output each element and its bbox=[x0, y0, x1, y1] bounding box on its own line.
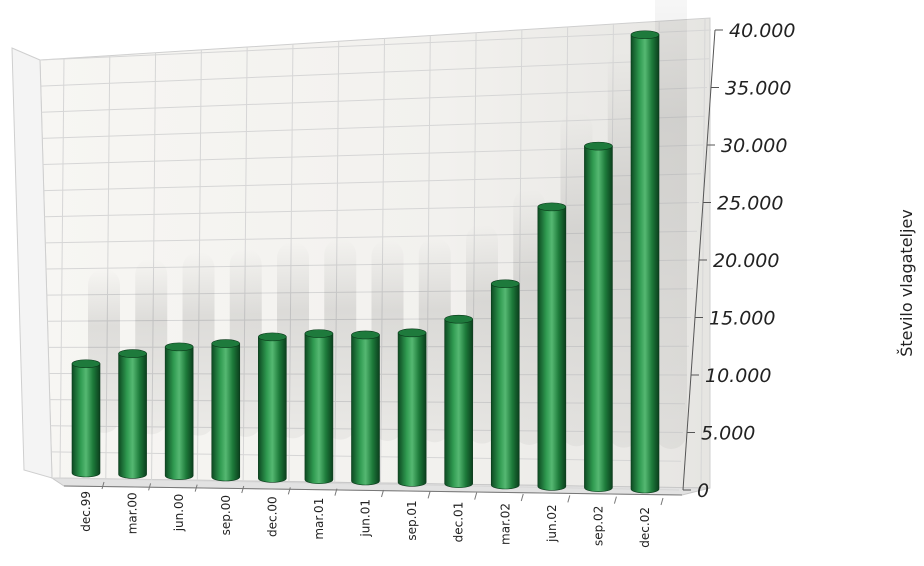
x-axis-line bbox=[63, 485, 683, 496]
gridline-h bbox=[39, 29, 712, 61]
y-tick-label: 10.000 bbox=[705, 365, 771, 387]
bar-top bbox=[351, 330, 380, 340]
bar bbox=[164, 342, 194, 480]
bar-body bbox=[630, 34, 660, 494]
x-tick-label: mar.00 bbox=[126, 492, 140, 534]
y-tick-label: 5.000 bbox=[701, 423, 755, 445]
bar-top bbox=[71, 359, 101, 369]
bar bbox=[71, 359, 101, 478]
x-tick-label: sep.01 bbox=[405, 500, 419, 540]
bar-shadow bbox=[418, 237, 451, 443]
x-tick-mark bbox=[241, 485, 245, 494]
bar bbox=[118, 349, 147, 479]
y-tick-label: 0 bbox=[697, 480, 709, 502]
x-tick-mark bbox=[613, 496, 617, 504]
x-tick-label: mar.02 bbox=[498, 503, 512, 545]
gridline-h bbox=[40, 58, 710, 87]
bar bbox=[490, 279, 520, 490]
bar-body bbox=[304, 333, 334, 484]
x-tick-mark bbox=[148, 483, 152, 491]
x-tick-mark bbox=[660, 497, 664, 506]
bar-body bbox=[584, 145, 613, 492]
bar bbox=[630, 30, 660, 494]
bar-body bbox=[537, 206, 567, 491]
bar-top bbox=[397, 328, 427, 338]
x-tick-label: sep.02 bbox=[591, 506, 605, 546]
x-tick-mark bbox=[287, 487, 291, 495]
bar-body bbox=[397, 332, 427, 487]
x-tick-mark bbox=[194, 484, 198, 492]
y-tick-label: 20.000 bbox=[713, 250, 779, 272]
x-tick-label: mar.01 bbox=[312, 498, 326, 540]
bar bbox=[211, 339, 241, 482]
bar-top bbox=[444, 314, 473, 324]
bar-body bbox=[351, 334, 380, 486]
bar-body bbox=[258, 336, 287, 483]
y-axis-label: Število vlagateljev bbox=[897, 209, 916, 357]
x-tick-mark bbox=[427, 491, 431, 499]
x-tick-label: dec.00 bbox=[265, 496, 279, 537]
x-tick-label: dec.01 bbox=[452, 502, 466, 543]
x-tick-label: jun.01 bbox=[359, 499, 373, 538]
bar-body bbox=[211, 343, 241, 482]
y-tick-label: 40.000 bbox=[729, 20, 795, 42]
gridline-h bbox=[42, 115, 706, 139]
x-tick-mark bbox=[101, 481, 105, 490]
bar-top bbox=[304, 329, 334, 338]
x-tick-label: dec.02 bbox=[638, 507, 652, 548]
gridline-v bbox=[700, 18, 706, 488]
bar bbox=[258, 332, 287, 483]
bar-body bbox=[164, 346, 194, 480]
bar-body bbox=[71, 363, 101, 478]
bar bbox=[537, 202, 567, 491]
bar-top bbox=[164, 342, 194, 352]
gridline-v bbox=[59, 58, 65, 479]
bars bbox=[71, 30, 660, 494]
x-tick-mark bbox=[474, 492, 478, 500]
bar-top bbox=[258, 332, 287, 342]
x-tick-mark bbox=[567, 495, 571, 503]
bar-shadow bbox=[655, 0, 687, 449]
bar-top bbox=[584, 141, 613, 151]
x-tick-label: jun.02 bbox=[545, 504, 559, 543]
bar-top bbox=[490, 279, 520, 289]
bar-body bbox=[118, 353, 147, 479]
bar bbox=[444, 314, 473, 488]
y-tick-label: 30.000 bbox=[721, 135, 787, 157]
bar-top bbox=[630, 30, 660, 40]
x-tick-mark bbox=[520, 493, 524, 502]
y-tick-label: 25.000 bbox=[717, 193, 783, 215]
x-tick-label: sep.00 bbox=[219, 495, 233, 535]
bar-top bbox=[118, 349, 147, 358]
bar-top bbox=[537, 202, 567, 212]
bar-body bbox=[490, 283, 520, 490]
y-tick-label: 15.000 bbox=[709, 308, 775, 330]
x-tick-mark bbox=[381, 489, 384, 498]
y-tick-label: 35.000 bbox=[725, 78, 791, 100]
x-tick-label: dec.99 bbox=[79, 491, 93, 532]
bar-top bbox=[211, 339, 241, 348]
bar bbox=[304, 329, 334, 484]
y-axis: 0 5.000 10.000 15.000 20.000 25.000 30.000 35.0… bbox=[682, 20, 795, 502]
bar bbox=[584, 141, 613, 492]
bar bbox=[351, 330, 380, 486]
bar-shadow bbox=[513, 188, 546, 445]
x-tick-mark bbox=[334, 488, 338, 496]
bar-body bbox=[444, 318, 473, 488]
bar bbox=[397, 328, 427, 487]
x-tick-label: jun.00 bbox=[172, 494, 186, 533]
gridline-h bbox=[41, 87, 708, 113]
bar-shadow bbox=[466, 224, 498, 444]
x-axis: dec.99 mar.00 jun.00 sep.00 dec.00 mar.01 jun.… bbox=[63, 481, 683, 548]
